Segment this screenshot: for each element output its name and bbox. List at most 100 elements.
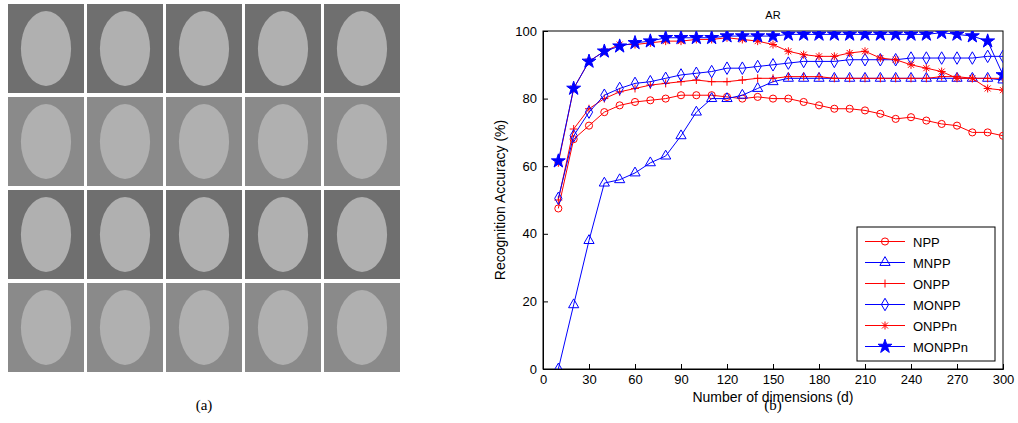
series-marker (877, 110, 884, 117)
x-tick: 150 (763, 364, 785, 387)
series-marker (815, 73, 823, 81)
x-axis: 0306090120150180210240270300 (540, 364, 1014, 387)
face-shape (100, 290, 150, 365)
y-tick: 40 (523, 226, 548, 241)
x-tick: 210 (855, 364, 877, 387)
series-marker (613, 39, 627, 52)
face-photo (166, 190, 242, 279)
series-marker (892, 56, 900, 64)
panel-caption: (a) (196, 397, 213, 414)
face-photo (324, 4, 400, 93)
series-marker (907, 114, 914, 121)
x-tick-label: 150 (763, 372, 785, 387)
x-tick-label: 270 (947, 372, 969, 387)
series-marker (876, 74, 884, 82)
face-photo (324, 283, 400, 372)
series-marker (984, 50, 991, 62)
series-marker (831, 105, 838, 112)
y-tick: 60 (523, 159, 548, 174)
face-shape (21, 11, 71, 86)
series-marker (800, 73, 808, 81)
face-photo (8, 283, 84, 372)
legend-line (865, 241, 905, 242)
legend-line (865, 262, 905, 263)
series-marker (784, 47, 792, 55)
series-marker (766, 31, 780, 42)
face-photo (8, 190, 84, 279)
legend-line (865, 304, 905, 305)
series-marker (953, 122, 960, 129)
series-marker (585, 106, 592, 118)
series-marker (953, 74, 961, 82)
series-line (558, 95, 1003, 208)
series-marker (815, 52, 823, 60)
series-line (558, 56, 1003, 198)
series-marker (984, 84, 992, 92)
series-marker (753, 83, 763, 92)
series-marker (705, 31, 719, 44)
face-shape (337, 197, 387, 272)
x-tick: 90 (674, 364, 688, 387)
series-marker (691, 106, 701, 115)
x-tick: 240 (901, 364, 923, 387)
series-marker (981, 34, 995, 47)
figure: 0306090120150180210240270300020406080100… (0, 0, 1018, 423)
series-marker (599, 177, 609, 186)
series-marker (645, 157, 655, 166)
series-marker (923, 52, 930, 64)
x-tick-mark (865, 364, 866, 369)
face-photo (166, 4, 242, 93)
series-marker (647, 75, 654, 87)
face-photo (245, 190, 321, 279)
x-tick-label: 240 (901, 372, 923, 387)
series-marker (553, 363, 563, 369)
x-tick: 270 (947, 364, 969, 387)
series-marker (815, 102, 822, 109)
x-tick-mark (773, 364, 774, 369)
series-marker (797, 31, 811, 40)
series-line (558, 78, 1003, 369)
x-tick-mark (681, 364, 682, 369)
y-tick-mark (543, 99, 548, 100)
y-tick-label: 100 (515, 24, 537, 39)
face-photo (324, 97, 400, 186)
series-marker (999, 132, 1003, 139)
series-marker (877, 53, 884, 65)
series-marker (889, 31, 903, 40)
series-marker (907, 61, 915, 69)
face-shape (179, 197, 229, 272)
face-grid (8, 4, 400, 372)
series-marker (904, 31, 918, 40)
series-marker (735, 31, 749, 42)
series-marker (892, 74, 900, 82)
panel-caption: (b) (764, 397, 782, 414)
series-marker (628, 36, 642, 49)
series-marker (923, 117, 930, 124)
x-axis-line (544, 364, 1004, 370)
x-tick-label: 120 (717, 372, 739, 387)
face-shape (21, 197, 71, 272)
series-marker (827, 31, 841, 40)
series-marker (999, 50, 1003, 62)
series-line (558, 33, 1003, 161)
series-marker (584, 235, 594, 244)
face-shape (21, 290, 71, 365)
series-marker (830, 52, 838, 60)
legend: NPPMNPPONPPMONPPONPPnMONPPn (857, 227, 995, 361)
series-marker (569, 299, 579, 308)
series-marker (938, 120, 945, 127)
x-tick-label: 30 (582, 372, 596, 387)
y-tick: 0 (530, 362, 548, 377)
series-marker (800, 51, 808, 59)
series-marker (616, 82, 623, 94)
legend-marker (881, 322, 889, 330)
y-tick-mark (543, 301, 548, 302)
series-marker (676, 130, 686, 139)
face-photo (324, 190, 400, 279)
series-marker (769, 41, 777, 49)
series-marker (555, 192, 562, 204)
x-tick-mark (911, 364, 912, 369)
series-marker (693, 67, 700, 79)
series-marker (800, 98, 807, 105)
legend-box (857, 227, 995, 361)
